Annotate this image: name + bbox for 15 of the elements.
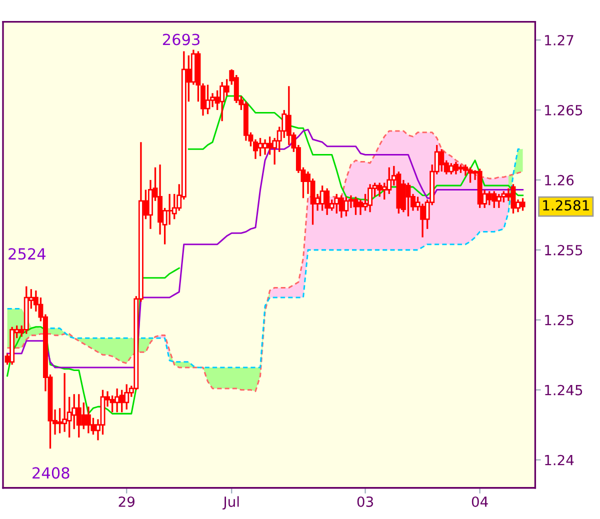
y-tick-label: 1.255 [545,244,582,256]
annotation: 2693 [162,34,200,46]
y-tick-label: 1.24 [545,454,574,466]
y-tick-label: 1.265 [545,104,582,116]
y-tick-label: 1.26 [545,174,574,186]
annotation: 2524 [8,248,46,260]
y-tick-label: 1.245 [545,384,582,396]
y-tick-label: 1.25 [545,314,574,326]
x-tick-label: 03 [357,496,373,507]
x-tick-label: 29 [118,496,134,507]
y-tick-label: 1.27 [545,34,574,46]
annotation: 2408 [32,467,70,479]
text: 1.2581 [543,200,589,211]
x-tick-label: 04 [472,496,488,507]
x-tick-label: Jul [222,496,239,510]
